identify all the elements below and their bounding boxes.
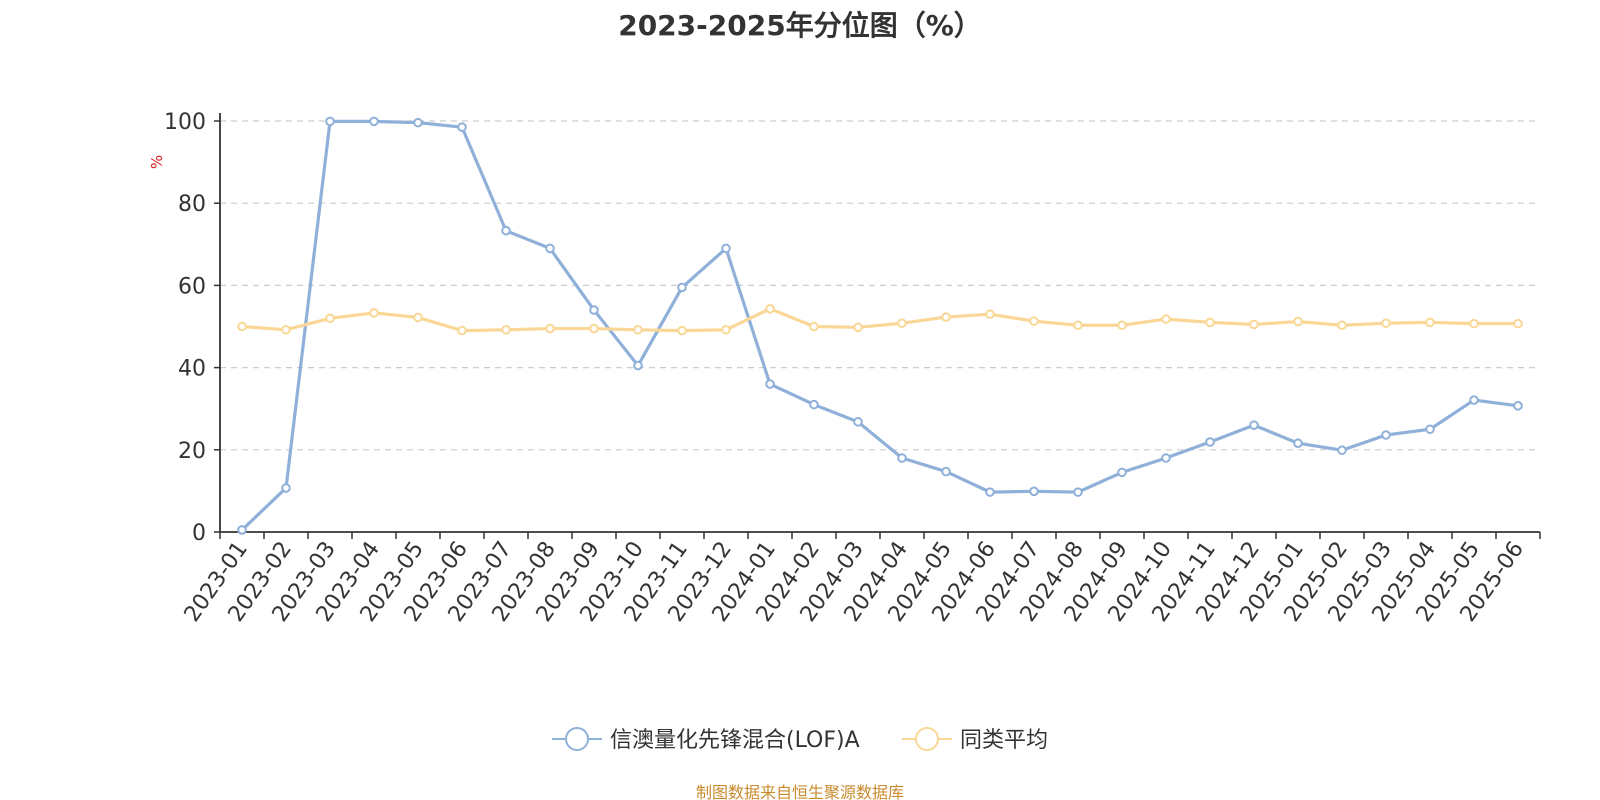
data-point[interactable] — [1293, 316, 1303, 327]
axes: 020406080100%2023-012023-022023-032023-0… — [148, 110, 1541, 627]
grid-lines — [220, 120, 1540, 451]
data-point[interactable] — [325, 313, 335, 324]
data-point[interactable] — [1117, 320, 1127, 331]
data-point[interactable] — [237, 321, 247, 332]
data-point[interactable] — [589, 305, 599, 315]
data-point[interactable] — [1425, 317, 1435, 328]
data-point[interactable] — [1513, 401, 1523, 411]
data-point[interactable] — [941, 312, 951, 322]
legend-label: 信澳量化先锋混合(LOF)A — [610, 728, 860, 753]
data-point[interactable] — [501, 324, 511, 335]
y-tick-label: 80 — [178, 192, 206, 217]
data-point[interactable] — [985, 487, 995, 497]
data-point[interactable] — [545, 243, 555, 254]
y-tick-label: 40 — [178, 357, 206, 382]
data-point[interactable] — [1337, 320, 1347, 331]
data-point[interactable] — [809, 321, 819, 332]
data-point[interactable] — [633, 324, 643, 335]
data-point[interactable] — [501, 225, 511, 236]
data-point[interactable] — [1205, 437, 1215, 447]
series-line — [240, 119, 1519, 532]
data-point[interactable] — [1293, 438, 1303, 449]
data-point[interactable] — [941, 466, 951, 477]
legend[interactable]: 信澳量化先锋混合(LOF)A 同类平均 — [552, 727, 1048, 753]
data-point[interactable] — [985, 309, 995, 319]
data-point[interactable] — [853, 417, 863, 427]
data-point[interactable] — [1029, 316, 1039, 326]
data-point[interactable] — [1381, 318, 1391, 329]
y-tick-label: 100 — [164, 110, 206, 135]
y-tick-label: 60 — [178, 274, 206, 299]
legend-label: 同类平均 — [960, 728, 1048, 753]
series-layer — [237, 116, 1523, 535]
data-point[interactable] — [1249, 319, 1259, 330]
data-point[interactable] — [1513, 318, 1523, 329]
data-point[interactable] — [413, 312, 423, 323]
data-point[interactable] — [677, 282, 687, 293]
data-point[interactable] — [589, 323, 599, 334]
line-chart: 020406080100%2023-012023-022023-032023-0… — [148, 110, 1541, 753]
data-point[interactable] — [1337, 445, 1347, 456]
data-point[interactable] — [1073, 320, 1083, 331]
data-point[interactable] — [765, 304, 775, 314]
legend-item-2[interactable]: 同类平均 — [902, 727, 1048, 753]
data-point[interactable] — [1381, 430, 1391, 440]
legend-item-1[interactable]: 信澳量化先锋混合(LOF)A — [552, 727, 860, 753]
data-point[interactable] — [721, 243, 731, 254]
data-point[interactable] — [1469, 318, 1479, 329]
y-axis-label: % — [148, 155, 166, 169]
y-tick-label: 0 — [192, 521, 206, 546]
data-point[interactable] — [897, 318, 907, 329]
series-line — [241, 307, 1518, 333]
data-point[interactable] — [1073, 487, 1083, 497]
y-tick-label: 20 — [178, 439, 206, 464]
source-note: 制图数据来自恒生聚源数据库 — [695, 783, 904, 800]
legend-marker-icon — [915, 727, 939, 751]
data-point[interactable] — [369, 116, 379, 127]
chart-title: 2023-2025年分位图（%） — [618, 9, 982, 42]
data-point[interactable] — [1205, 317, 1215, 328]
data-point[interactable] — [765, 379, 775, 389]
series-2 — [237, 304, 1523, 336]
data-point[interactable] — [413, 117, 423, 128]
data-point[interactable] — [1425, 424, 1435, 435]
data-point[interactable] — [809, 399, 819, 410]
data-point[interactable] — [369, 308, 379, 318]
data-point[interactable] — [1029, 486, 1039, 497]
data-point[interactable] — [457, 325, 467, 336]
data-point[interactable] — [1161, 453, 1171, 463]
data-point[interactable] — [1161, 314, 1171, 324]
data-point[interactable] — [457, 122, 467, 132]
data-point[interactable] — [237, 525, 247, 535]
series-1 — [237, 116, 1523, 535]
legend-marker-icon — [565, 727, 589, 751]
data-point[interactable] — [677, 325, 687, 336]
data-point[interactable] — [633, 360, 643, 371]
data-point[interactable] — [1469, 395, 1479, 405]
data-point[interactable] — [1249, 420, 1259, 430]
data-point[interactable] — [853, 322, 863, 333]
data-point[interactable] — [1117, 467, 1127, 478]
data-point[interactable] — [897, 453, 907, 463]
data-point[interactable] — [721, 324, 731, 335]
data-point[interactable] — [325, 116, 335, 127]
data-point[interactable] — [281, 483, 291, 493]
data-point[interactable] — [545, 323, 555, 334]
data-point[interactable] — [281, 324, 291, 335]
